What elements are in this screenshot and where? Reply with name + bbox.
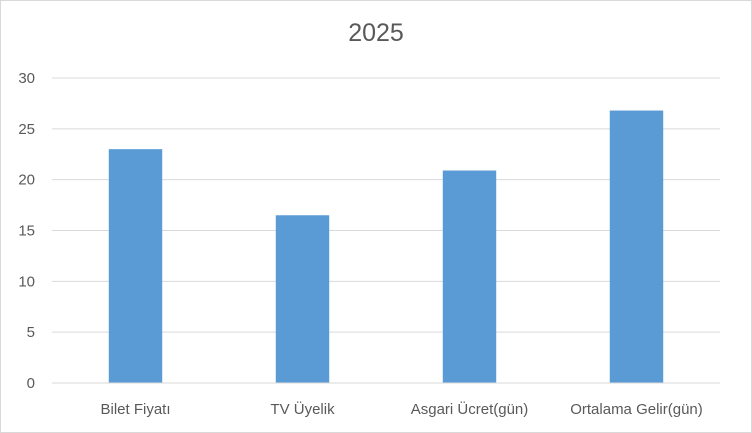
y-tick-label: 0 [27,375,35,392]
y-tick-label: 5 [27,324,35,341]
x-tick-label: TV Üyelik [270,400,335,418]
y-tick-label: 20 [18,172,35,189]
x-tick-label: Bilet Fiyatı [100,401,170,418]
y-tick-label: 30 [18,70,35,87]
gridlines [52,77,720,333]
bar [442,170,497,383]
bar [609,110,664,384]
y-tick-label: 15 [18,223,35,240]
y-tick-label: 10 [18,273,35,290]
bar [108,149,163,383]
x-tick-label: Ortalama Gelir(gün) [570,401,703,418]
bar [275,215,330,383]
chart-title: 2025 [348,19,404,47]
bars [108,110,664,384]
axes: 0 5 10 15 20 25 30 Bilet Fiyatı TV Üyelik Asgari … [18,70,720,418]
x-tick-label: Asgari Ücret(gün) [411,400,529,418]
y-tick-label: 25 [18,121,35,138]
